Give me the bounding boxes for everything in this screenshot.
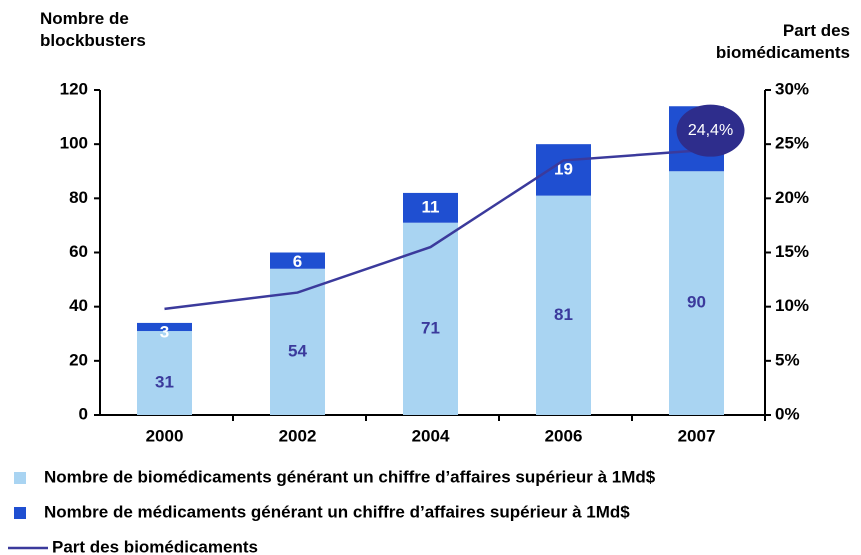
bar-segment xyxy=(536,195,591,415)
data-label: 54 xyxy=(288,341,307,360)
bar-segment xyxy=(536,144,591,196)
data-label: 24,4% xyxy=(688,122,733,139)
highlight-ellipse xyxy=(676,104,745,157)
y2-tick-label: 10% xyxy=(775,296,809,315)
y-tick-label: 20 xyxy=(69,350,88,369)
bar-segment xyxy=(137,322,192,332)
data-label: 81 xyxy=(554,305,573,324)
data-label: 71 xyxy=(421,318,440,337)
y-tick-label: 40 xyxy=(69,296,88,315)
y-tick-label: 0 xyxy=(79,404,88,423)
y2-tick-label: 20% xyxy=(775,188,809,207)
x-tick-label: 2006 xyxy=(545,426,583,445)
data-label: 90 xyxy=(687,293,706,312)
y-axis-label: Nombre de blockbusters xyxy=(40,9,146,50)
legend-swatch xyxy=(14,507,26,519)
data-label: 31 xyxy=(155,373,174,392)
y-tick-label: 60 xyxy=(69,242,88,261)
bar-segment xyxy=(669,171,724,415)
bar-segment xyxy=(403,192,458,223)
bar-segment xyxy=(403,222,458,415)
y2-tick-label: 30% xyxy=(775,79,809,98)
legend-label: Nombre de biomédicaments générant un chi… xyxy=(44,467,656,486)
data-label: 11 xyxy=(422,197,440,216)
data-label: 19 xyxy=(554,159,573,178)
y2-axis-label: Part des biomédicaments xyxy=(715,21,850,62)
data-label: 6 xyxy=(293,252,302,271)
y2-tick-label: 5% xyxy=(775,350,800,369)
y2-tick-label: 0% xyxy=(775,404,800,423)
x-tick-label: 2000 xyxy=(146,426,184,445)
y-tick-label: 80 xyxy=(69,188,88,207)
legend-swatch xyxy=(14,472,26,484)
data-label: 3 xyxy=(160,322,169,341)
y2-tick-label: 15% xyxy=(775,242,809,261)
y2-tick-label: 25% xyxy=(775,134,809,153)
y-tick-label: 120 xyxy=(60,79,88,98)
x-tick-label: 2004 xyxy=(412,426,450,445)
legend-label: Nombre de médicaments générant un chiffr… xyxy=(44,502,630,521)
legend-label: Part des biomédicaments xyxy=(52,537,258,555)
line xyxy=(164,149,697,311)
bar-segment xyxy=(137,331,192,415)
x-tick-label: 2002 xyxy=(279,426,317,445)
x-tick-label: 2007 xyxy=(678,426,716,445)
y-tick-label: 100 xyxy=(60,134,88,153)
bar-segment xyxy=(270,252,325,269)
